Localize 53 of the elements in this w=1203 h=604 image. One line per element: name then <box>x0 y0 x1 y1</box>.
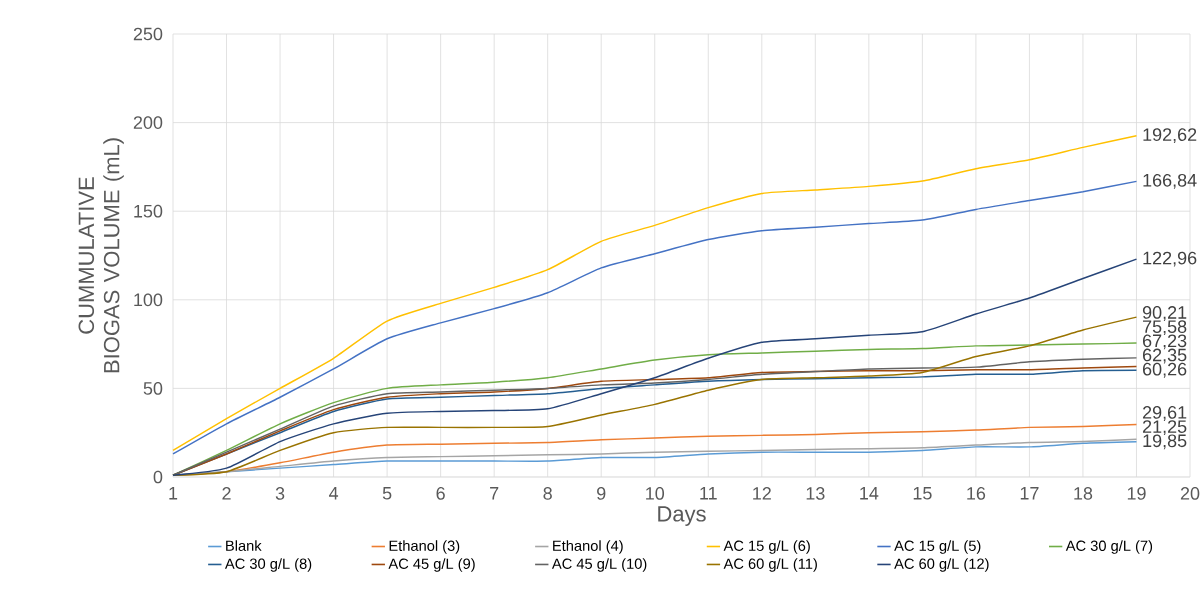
x-tick-label: 7 <box>490 487 499 500</box>
legend-label: AC 45 g/L (9) <box>388 558 475 572</box>
data-label: 60,26 <box>1143 362 1187 378</box>
legend-label: Ethanol (3) <box>389 540 460 554</box>
x-tick-label: 5 <box>382 487 392 500</box>
x-tick-label: 1 <box>169 487 178 500</box>
y-tick-label: 0 <box>153 470 163 484</box>
legend-label: AC 30 g/L (8) <box>224 558 312 572</box>
x-tick-label: 15 <box>913 487 932 500</box>
data-label: 21,25 <box>1142 420 1187 436</box>
x-tick-label: 2 <box>222 487 231 500</box>
y-tick-label: 150 <box>134 204 163 218</box>
x-tick-label: 13 <box>806 487 825 500</box>
line-series <box>172 258 1138 476</box>
data-label: 90,21 <box>1142 306 1187 321</box>
legend-label: Ethanol (4) <box>553 540 623 554</box>
x-tick-label: 3 <box>275 487 285 500</box>
x-tick-label: 18 <box>1074 487 1093 500</box>
y-tick-label: 200 <box>133 116 163 129</box>
legend-label: Blank <box>226 540 262 551</box>
x-tick-label: 14 <box>860 487 879 500</box>
legend-label: AC 60 g/L (11) <box>723 558 817 572</box>
data-label: 192,62 <box>1143 128 1197 144</box>
x-tick-label: 17 <box>1020 487 1039 500</box>
x-tick-label: 16 <box>967 487 986 500</box>
y-axis-title: CUMMULATIVE BIOGAS VOLUME (mL) <box>78 138 124 373</box>
data-label: 29,61 <box>1142 406 1187 421</box>
legend-label: AC 15 g/L (6) <box>723 540 810 554</box>
y-tick-label: 50 <box>143 382 163 395</box>
data-label: 67,23 <box>1143 334 1187 350</box>
x-tick-label: 4 <box>329 487 339 500</box>
x-tick-label: 9 <box>597 487 606 500</box>
x-axis-title: Days <box>658 506 706 526</box>
line-series <box>172 180 1138 455</box>
data-label: 166,84 <box>1143 173 1197 189</box>
data-label: 19,85 <box>1143 434 1187 450</box>
data-label: 75,58 <box>1143 320 1187 336</box>
data-label: 122,96 <box>1143 251 1197 267</box>
y-tick-label: 250 <box>133 27 163 41</box>
legend-label: AC 45 g/L (10) <box>551 558 647 572</box>
legend-label: AC 15 g/L (5) <box>894 540 981 554</box>
x-tick-label: 19 <box>1127 487 1146 500</box>
line-series <box>172 134 1138 452</box>
x-tick-label: 6 <box>436 487 445 500</box>
x-tick-label: 12 <box>753 487 771 500</box>
y-tick-label: 100 <box>134 293 163 307</box>
x-tick-label: 20 <box>1180 487 1200 500</box>
x-tick-label: 11 <box>700 487 717 500</box>
x-tick-label: 8 <box>543 487 552 500</box>
x-tick-label: 10 <box>646 487 665 500</box>
data-label: 62,35 <box>1143 348 1187 364</box>
legend-label: AC 60 g/L (12) <box>894 558 989 572</box>
legend-label: AC 30 g/L (7) <box>1065 540 1153 554</box>
